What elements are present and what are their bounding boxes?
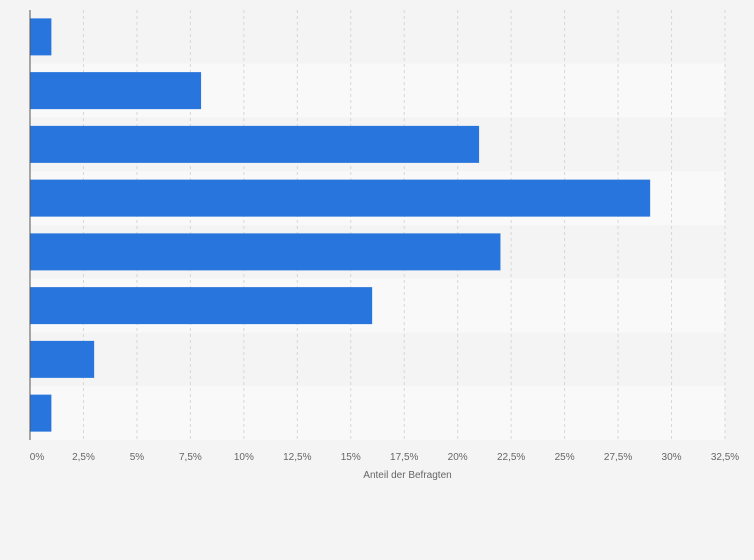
- bar[interactable]: [30, 18, 52, 56]
- x-tick-label: 2,5%: [72, 452, 95, 463]
- row-band: [30, 10, 725, 64]
- bars: [30, 18, 651, 432]
- row-band: [30, 386, 725, 440]
- bar[interactable]: [30, 125, 480, 163]
- bar[interactable]: [30, 233, 501, 271]
- bar[interactable]: [30, 72, 202, 110]
- x-tick-label: 30%: [662, 452, 682, 463]
- x-tick-labels: 0% 2,5% 5% 7,5% 10% 12,5% 15% 17,5% 20% 22,5% 25% 2…: [30, 452, 740, 463]
- x-tick-label: 15%: [341, 452, 361, 463]
- x-tick-label: 32,5%: [711, 452, 739, 463]
- x-tick-label: 5%: [130, 452, 145, 463]
- x-tick-label: 12,5%: [283, 452, 311, 463]
- x-tick-label: 7,5%: [179, 452, 202, 463]
- x-tick-label: 20%: [448, 452, 468, 463]
- x-tick-label: 0%: [30, 452, 45, 463]
- x-tick-label: 25%: [555, 452, 575, 463]
- x-axis-title: Anteil der Befragten: [363, 470, 451, 481]
- x-tick-label: 10%: [234, 452, 254, 463]
- x-tick-label: 22,5%: [497, 452, 525, 463]
- x-tick-label: 27,5%: [604, 452, 632, 463]
- bar[interactable]: [30, 394, 52, 432]
- bar[interactable]: [30, 287, 373, 325]
- bar[interactable]: [30, 340, 95, 378]
- row-band: [30, 332, 725, 387]
- bar[interactable]: [30, 179, 651, 217]
- x-tick-label: 17,5%: [390, 452, 418, 463]
